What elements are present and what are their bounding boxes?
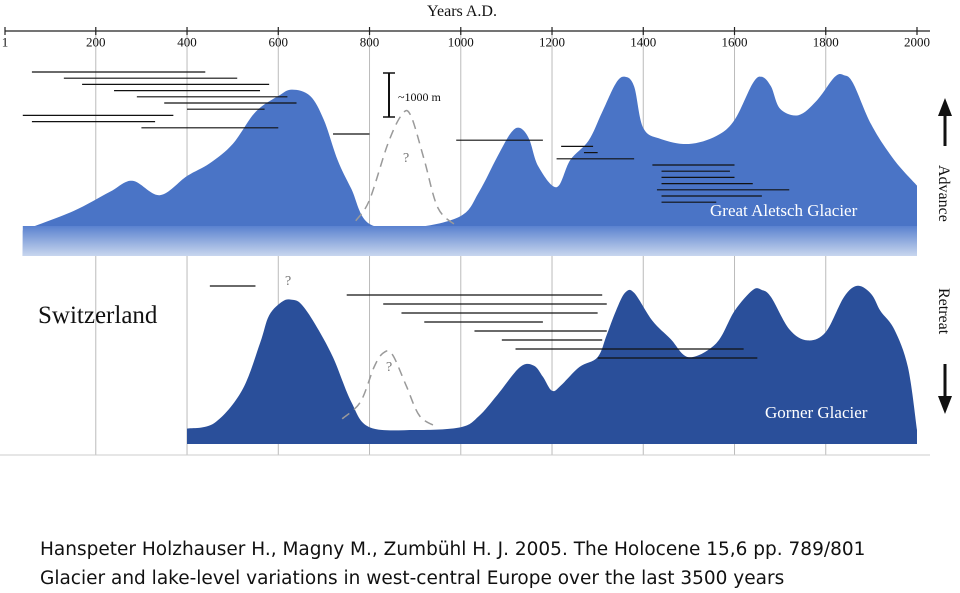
tick-label: 2000 bbox=[904, 35, 930, 50]
scale-bar: ~1000 m bbox=[383, 72, 441, 118]
tick-label: 1000 bbox=[448, 35, 474, 50]
tick-label: 1 bbox=[2, 35, 9, 50]
gorner-area bbox=[187, 285, 917, 444]
tick-label: 400 bbox=[177, 35, 197, 50]
tick-label: 200 bbox=[86, 35, 106, 50]
tick-label: 1600 bbox=[722, 35, 748, 50]
tick-label: 1200 bbox=[539, 35, 565, 50]
tick-label: 1400 bbox=[630, 35, 656, 50]
tick-label: 1800 bbox=[813, 35, 839, 50]
uncertain-mark-gorner: ? bbox=[386, 360, 392, 375]
aletsch-panel bbox=[22, 71, 918, 256]
gorner-panel bbox=[187, 285, 917, 444]
country-label: Switzerland bbox=[38, 302, 158, 329]
citation-line: Hanspeter Holzhauser H., Magny M., Zumbü… bbox=[40, 539, 866, 560]
glacier-chart: 1 200 400 600 800 1000 1200 1400 1600 1800 2000 Ye… bbox=[0, 3, 952, 456]
retreat-label: Retreat bbox=[935, 288, 952, 335]
advance-label: Advance bbox=[935, 165, 952, 222]
scale-label: ~1000 m bbox=[398, 90, 441, 104]
citation-subtitle: Glacier and lake-level variations in wes… bbox=[40, 568, 785, 589]
retreat-arrow-icon bbox=[938, 364, 952, 414]
advance-arrow-icon bbox=[938, 98, 952, 146]
uncertain-mark-aletsch: ? bbox=[403, 151, 409, 166]
x-axis-ticks: 1 200 400 600 800 1000 1200 1400 1600 1800 2000 bbox=[2, 27, 930, 50]
aletsch-uncertain-curve bbox=[355, 109, 457, 227]
tick-label: 600 bbox=[269, 35, 289, 50]
aletsch-base-fade bbox=[22, 226, 917, 256]
gorner-uncertain-curve bbox=[341, 350, 439, 428]
x-axis-title: Years A.D. bbox=[427, 3, 497, 20]
aletsch-series-label: Great Aletsch Glacier bbox=[710, 201, 858, 220]
tick-label: 800 bbox=[360, 35, 380, 50]
uncertain-mark-gorner-peak: ? bbox=[285, 274, 291, 289]
gorner-series-label: Gorner Glacier bbox=[765, 403, 868, 422]
aletsch-area bbox=[22, 73, 918, 256]
